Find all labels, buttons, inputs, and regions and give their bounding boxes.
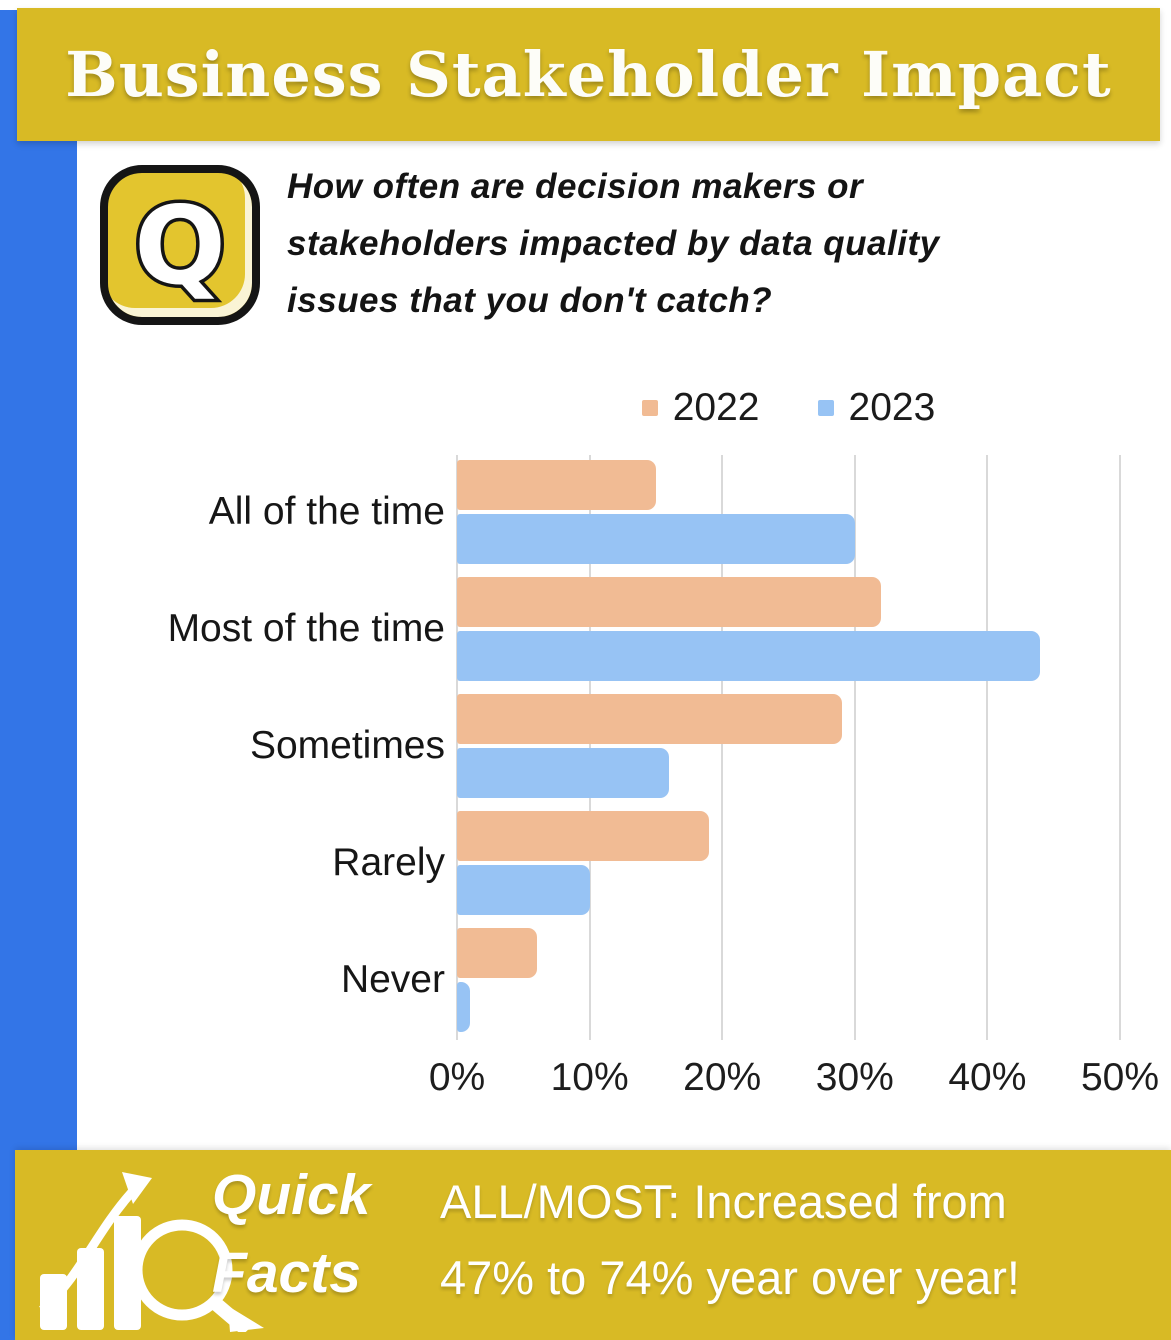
- quick-facts-line-1: Quick: [212, 1163, 371, 1227]
- bar-2022-all-of-the-time: [457, 460, 656, 510]
- category-label-sometimes: Sometimes: [249, 724, 445, 767]
- category-label-never: Never: [340, 958, 445, 1001]
- gridline-30%: [853, 455, 856, 1040]
- legend-swatch-2023: [817, 400, 834, 416]
- category-label-all-of-the-time: All of the time: [208, 490, 445, 533]
- fact-line-1: ALL/MOST: Increased from: [440, 1175, 1007, 1228]
- gridline-10%: [588, 455, 591, 1040]
- question-line-2: stakeholders impacted by data quality: [287, 224, 940, 263]
- x-tick-label-30%: 30%: [815, 1056, 894, 1099]
- category-label-rarely: Rarely: [332, 841, 445, 884]
- bar-2022-never: [457, 928, 537, 978]
- gridline-40%: [986, 455, 989, 1040]
- left-accent-bar: [0, 10, 77, 1340]
- gridline-50%: [1119, 455, 1121, 1040]
- category-label-most-of-the-time: Most of the time: [167, 607, 445, 650]
- legend-label-2022: 2022: [672, 386, 760, 429]
- bar-group-rarely: [457, 811, 1120, 915]
- chart-magnifier-icon: [39, 1172, 264, 1332]
- page-title: Business Stakeholder Impact: [65, 38, 1112, 111]
- bar-group-sometimes: [457, 694, 1120, 798]
- fact-line-2: 47% to 74% year over year!: [440, 1251, 1020, 1304]
- legend: 2022 2023: [457, 384, 1120, 432]
- bar-2023-all-of-the-time: [457, 514, 855, 564]
- x-tick-label-20%: 20%: [683, 1056, 762, 1099]
- x-tick-label-0%: 0%: [428, 1056, 486, 1099]
- bar-group-all-of-the-time: [457, 460, 1120, 564]
- footer-banner: Quick Facts ALL/MOST: Increased from 47%…: [15, 1150, 1171, 1340]
- bar-2023-most-of-the-time: [457, 631, 1041, 681]
- x-tick-label-40%: 40%: [948, 1056, 1027, 1099]
- bar-2022-sometimes: [457, 694, 842, 744]
- quick-facts-label: Quick Facts: [212, 1156, 370, 1312]
- q-letter-icon: Q: [131, 181, 230, 311]
- q-letter: Q: [134, 184, 226, 309]
- legend-label-2023: 2023: [848, 386, 936, 429]
- x-axis: 0% 10% 20% 30% 40% 50%: [429, 1056, 1159, 1108]
- question-icon: Q: [100, 165, 260, 325]
- question-text: How often are decision makers or stakeho…: [287, 158, 1117, 329]
- plot-area: [456, 455, 1121, 1040]
- bar-2023-sometimes: [457, 748, 670, 798]
- header-banner: Business Stakeholder Impact: [17, 8, 1160, 141]
- fact-text: ALL/MOST: Increased from 47% to 74% year…: [440, 1164, 1020, 1316]
- x-tick-label-50%: 50%: [1080, 1056, 1160, 1099]
- legend-item-2023: 2023: [817, 386, 936, 430]
- legend-item-2022: 2022: [641, 386, 760, 430]
- bar-group-never: [457, 928, 1120, 1032]
- bar-group-most-of-the-time: [457, 577, 1120, 681]
- question-line-3: issues that you don't catch?: [287, 281, 773, 320]
- gridline-0%: [456, 455, 458, 1040]
- x-tick-label-10%: 10%: [550, 1056, 629, 1099]
- gridline-20%: [721, 455, 724, 1040]
- bar-2022-most-of-the-time: [457, 577, 882, 627]
- bar-2023-rarely: [457, 865, 590, 915]
- legend-swatch-2022: [641, 400, 658, 416]
- quick-facts-line-2: Facts: [212, 1241, 361, 1305]
- bar-2022-rarely: [457, 811, 709, 861]
- bar-2023-never: [457, 982, 471, 1032]
- question-line-1: How often are decision makers or: [287, 167, 864, 206]
